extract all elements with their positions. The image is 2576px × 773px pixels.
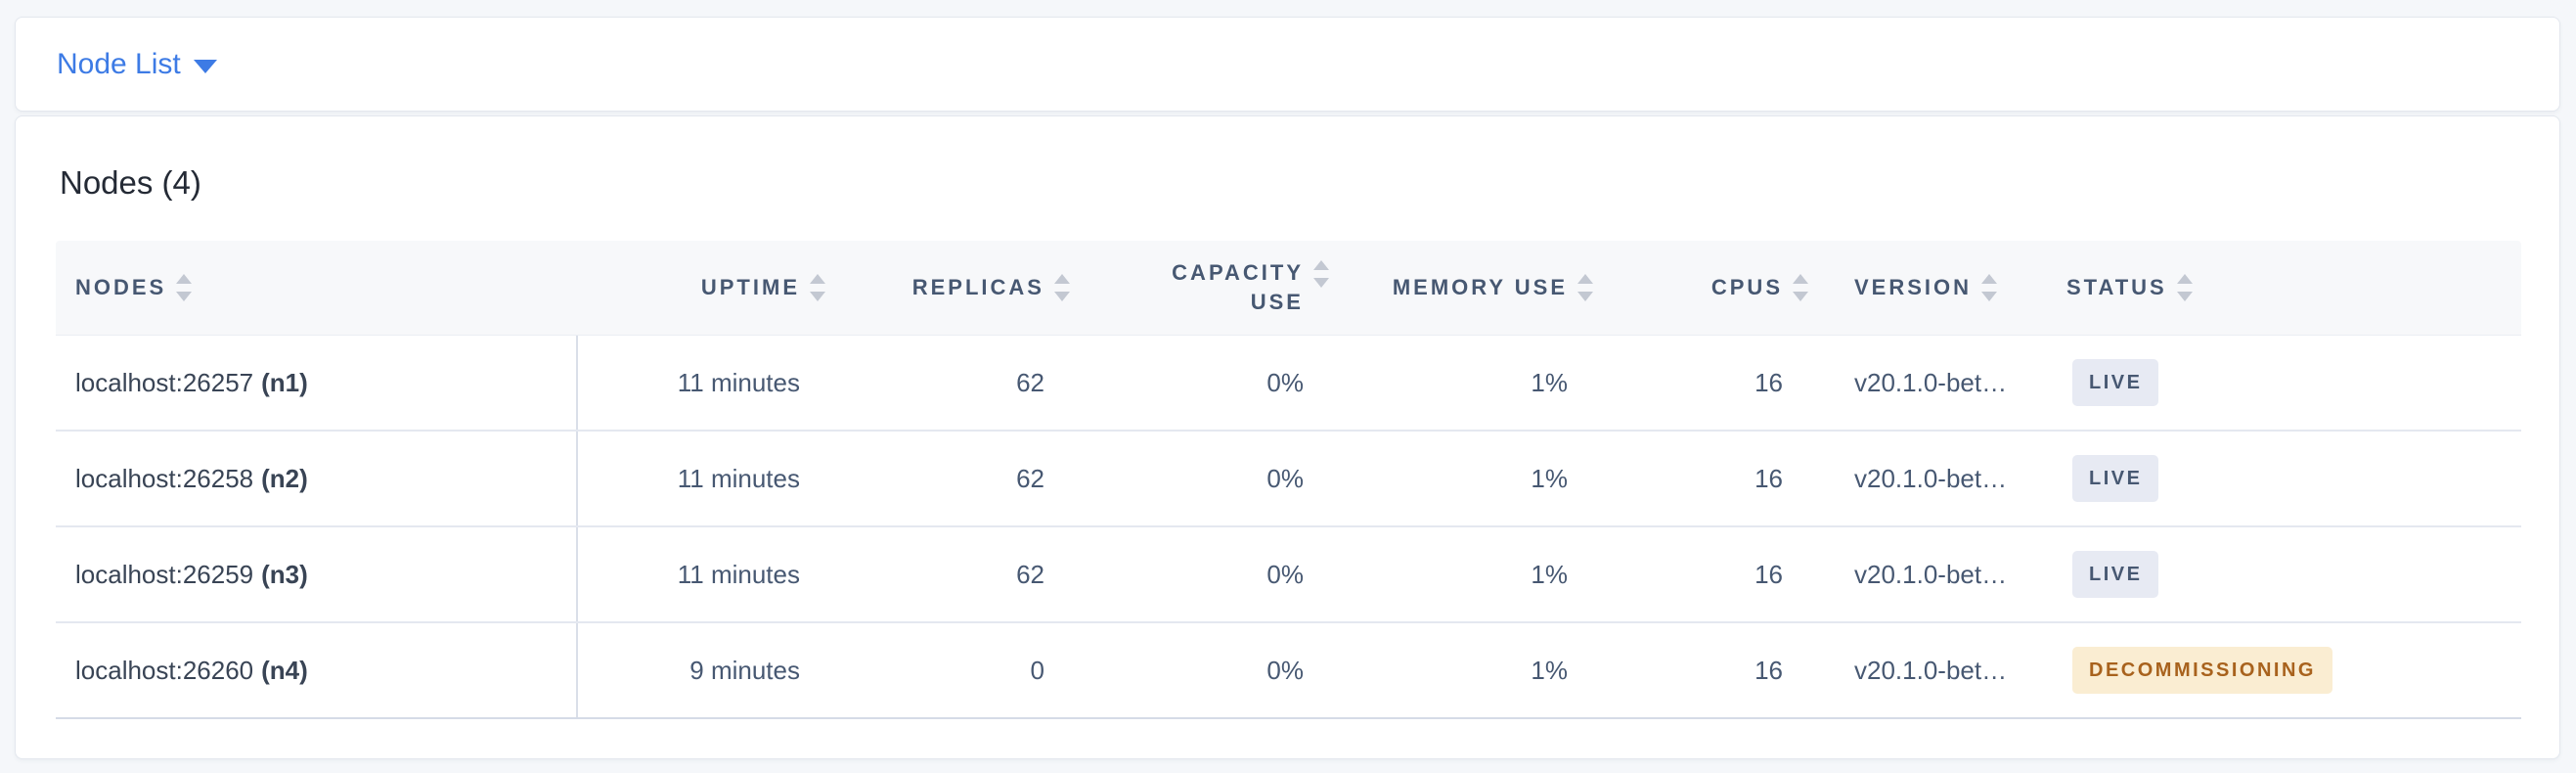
node-list-dropdown-label: Node List: [57, 47, 181, 80]
column-header-status[interactable]: STATUS: [2055, 241, 2521, 335]
memory-use-cell: 1%: [1531, 655, 1568, 685]
capacity-use-cell: 0%: [1266, 463, 1304, 493]
version-cell: v20.1.0-bet…: [1854, 655, 2008, 685]
column-header-nodes[interactable]: NODES: [56, 241, 578, 335]
capacity-use-cell: 0%: [1266, 655, 1304, 685]
memory-use-cell: 1%: [1531, 367, 1568, 397]
replicas-cell: 0: [1030, 655, 1044, 685]
replicas-cell: 62: [1016, 463, 1044, 493]
version-cell: v20.1.0-bet…: [1854, 559, 2008, 589]
status-badge: DECOMMISSIONING: [2072, 647, 2332, 694]
sort-icon: [176, 274, 193, 301]
table-row: localhost:26260 (n4) 9 minutes 0 0% 1% 1…: [56, 623, 2521, 719]
uptime-cell: 9 minutes: [689, 655, 800, 685]
status-cell: LIVE: [2055, 336, 2521, 430]
status-badge: LIVE: [2072, 359, 2159, 406]
selector-bar: Node List: [15, 17, 2560, 112]
replicas-cell: 62: [1016, 367, 1044, 397]
cpus-cell: 16: [1754, 559, 1783, 589]
cpus-cell: 16: [1754, 463, 1783, 493]
sort-icon: [1054, 274, 1070, 301]
status-badge: LIVE: [2072, 551, 2159, 598]
column-header-version[interactable]: VERSION: [1820, 241, 2055, 335]
capacity-use-cell: 0%: [1266, 367, 1304, 397]
uptime-cell: 11 minutes: [677, 559, 800, 589]
sort-icon: [1313, 260, 1329, 288]
column-header-cpus[interactable]: CPUS: [1605, 241, 1820, 335]
sort-icon: [1577, 274, 1593, 301]
node-list-dropdown[interactable]: Node List: [57, 48, 217, 81]
nodes-table: NODES UPTIME REPLICAS CAPACITY USE MEMOR…: [56, 241, 2521, 719]
status-cell: DECOMMISSIONING: [2055, 623, 2521, 717]
column-header-replicas[interactable]: REPLICAS: [837, 241, 1082, 335]
node-address-cell[interactable]: localhost:26258 (n2): [56, 432, 578, 525]
sort-icon: [1981, 274, 1998, 301]
column-header-uptime[interactable]: UPTIME: [578, 241, 837, 335]
sort-icon: [810, 274, 825, 301]
memory-use-cell: 1%: [1531, 463, 1568, 493]
cpus-cell: 16: [1754, 367, 1783, 397]
table-row: localhost:26259 (n3) 11 minutes 62 0% 1%…: [56, 527, 2521, 623]
version-cell: v20.1.0-bet…: [1854, 463, 2008, 493]
status-badge: LIVE: [2072, 455, 2159, 502]
uptime-cell: 11 minutes: [677, 463, 800, 493]
memory-use-cell: 1%: [1531, 559, 1568, 589]
column-header-memory-use[interactable]: MEMORY USE: [1341, 241, 1605, 335]
replicas-cell: 62: [1016, 559, 1044, 589]
version-cell: v20.1.0-bet…: [1854, 367, 2008, 397]
node-address-cell[interactable]: localhost:26259 (n3): [56, 527, 578, 621]
node-address-cell[interactable]: localhost:26257 (n1): [56, 336, 578, 430]
table-row: localhost:26258 (n2) 11 minutes 62 0% 1%…: [56, 432, 2521, 527]
sort-icon: [2176, 274, 2193, 301]
capacity-use-cell: 0%: [1266, 559, 1304, 589]
panel-title: Nodes (4): [60, 164, 201, 201]
column-header-capacity-use[interactable]: CAPACITY USE: [1082, 241, 1341, 335]
cpus-cell: 16: [1754, 655, 1783, 685]
status-cell: LIVE: [2055, 527, 2521, 621]
node-address-cell[interactable]: localhost:26260 (n4): [56, 623, 578, 717]
nodes-panel: Nodes (4) NODES UPTIME REPLICAS CAPACITY…: [15, 115, 2560, 759]
sort-icon: [1793, 274, 1808, 301]
status-cell: LIVE: [2055, 432, 2521, 525]
table-row: localhost:26257 (n1) 11 minutes 62 0% 1%…: [56, 336, 2521, 432]
caret-down-icon: [193, 59, 217, 73]
uptime-cell: 11 minutes: [677, 367, 800, 397]
table-header-row: NODES UPTIME REPLICAS CAPACITY USE MEMOR…: [56, 241, 2521, 336]
